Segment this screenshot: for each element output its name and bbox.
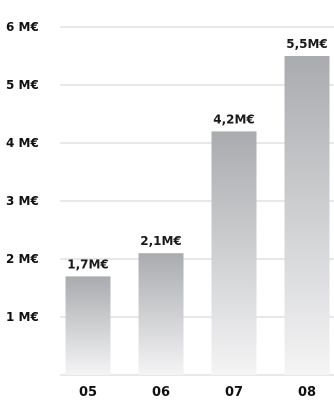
bar-07 xyxy=(211,131,257,375)
data-label: 5,5M€ xyxy=(286,37,328,51)
x-tick-label: 07 xyxy=(225,385,243,400)
y-tick-label: 2 M€ xyxy=(6,252,39,266)
y-tick-label: 3 M€ xyxy=(6,194,39,208)
x-tick-label: 08 xyxy=(298,385,316,400)
bar-08 xyxy=(284,56,330,375)
y-tick-label: 6 M€ xyxy=(6,20,39,34)
data-label: 1,7M€ xyxy=(67,257,109,271)
data-label: 4,2M€ xyxy=(213,112,255,126)
x-tick-label: 05 xyxy=(79,385,97,400)
y-tick-label: 4 M€ xyxy=(6,136,39,150)
bars xyxy=(65,56,330,375)
y-tick-label: 5 M€ xyxy=(6,78,39,92)
bar-06 xyxy=(138,253,184,375)
data-labels: 1,7M€ 2,1M€ 4,2M€ 5,5M€ xyxy=(67,37,328,271)
y-tick-label: 1 M€ xyxy=(6,310,39,324)
x-axis-ticks: 05 06 07 08 xyxy=(79,385,316,400)
y-axis-ticks: 1 M€ 2 M€ 3 M€ 4 M€ 5 M€ 6 M€ xyxy=(6,20,39,324)
x-tick-label: 06 xyxy=(152,385,170,400)
data-label: 2,1M€ xyxy=(140,234,182,248)
bar-05 xyxy=(65,276,111,375)
